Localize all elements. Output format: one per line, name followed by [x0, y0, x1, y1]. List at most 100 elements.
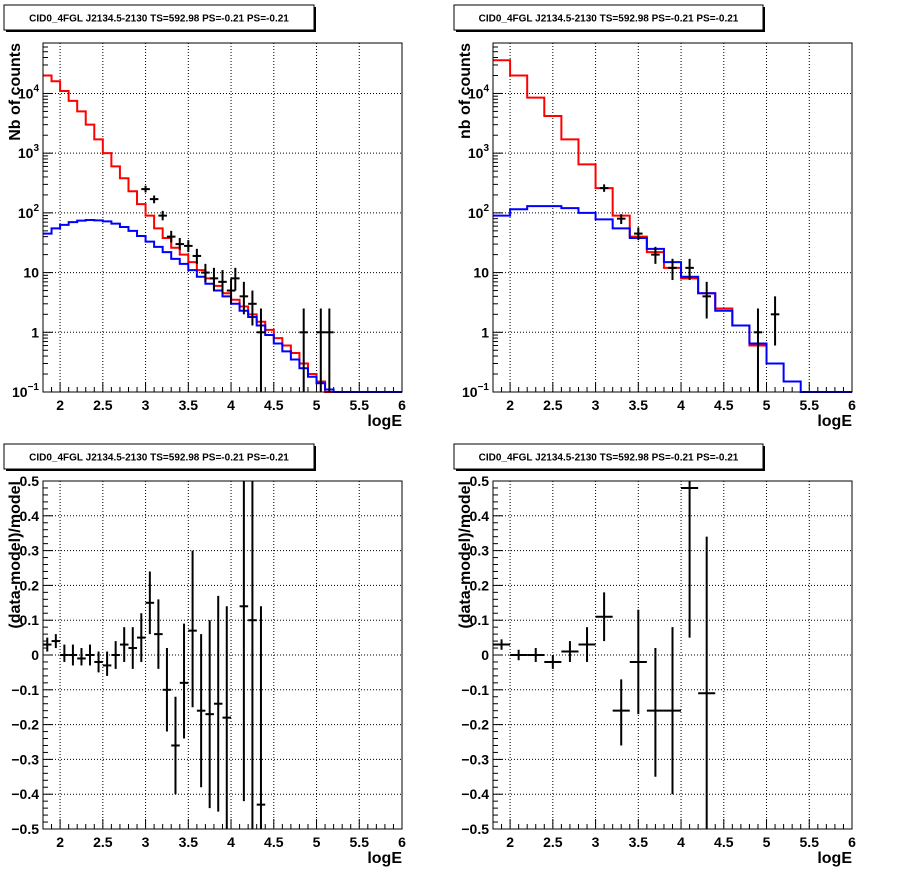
y-tick-label-base: 0.4	[20, 508, 40, 524]
data-point	[595, 592, 613, 642]
data-point	[231, 267, 240, 291]
x-tick-label: 5.5	[800, 834, 820, 850]
x-tick-label: 6	[848, 397, 856, 413]
x-axis-label: logE	[367, 413, 402, 430]
x-tick-label: 5.5	[350, 397, 370, 413]
y-tick-label-base: 1	[481, 324, 489, 340]
data-point	[145, 571, 155, 635]
data-point	[222, 606, 232, 829]
y-tick-label-base: 10	[468, 85, 484, 101]
y-tick-label-base: −0.5	[11, 821, 39, 837]
data-point	[651, 246, 660, 264]
y-tick-label-exponent: −1	[28, 382, 40, 393]
data-point	[162, 648, 172, 732]
x-tick-label: 3.5	[629, 834, 649, 850]
y-tick-label: 0.2	[20, 577, 40, 593]
x-tick-label: 5	[313, 397, 321, 413]
x-tick-label: 4.5	[264, 397, 284, 413]
y-tick-label-base: 0.5	[470, 473, 490, 489]
plot-frame	[42, 42, 403, 393]
y-tick-label-base: 0	[481, 647, 489, 663]
y-tick-label: −0.3	[11, 751, 39, 767]
data-point	[612, 679, 630, 746]
axis-ticks	[42, 480, 403, 830]
data-point	[698, 536, 716, 829]
y-tick-label: 1	[481, 324, 489, 340]
y-tick-label: 0.1	[470, 612, 490, 628]
data-point	[137, 613, 146, 662]
y-tick-label-exponent: 4	[33, 83, 39, 94]
data-point	[51, 634, 61, 649]
data-point	[256, 308, 266, 392]
data-point	[85, 644, 95, 666]
x-tick-label: 4.5	[264, 834, 284, 850]
axis-ticks	[492, 42, 853, 393]
data-point	[68, 644, 78, 666]
y-tick-label: 103	[18, 143, 40, 161]
x-tick-label: 3	[592, 834, 600, 850]
x-tick-label: 4.5	[714, 834, 734, 850]
histogram-series-0	[493, 59, 767, 347]
y-tick-label: −0.1	[461, 682, 489, 698]
y-axis-label: nb of counts	[457, 43, 474, 139]
chart-title: CID0_4FGL J2134.5-2130 TS=592.98 PS=-0.2…	[479, 453, 739, 464]
y-tick-label: 0.4	[20, 508, 40, 524]
y-tick-label: −0.5	[11, 821, 39, 837]
data-point	[629, 609, 647, 715]
data-point	[527, 648, 545, 662]
data-points	[599, 184, 780, 392]
plot-frame	[492, 480, 853, 830]
y-tick-label-base: 10	[12, 384, 28, 400]
data-point	[218, 270, 227, 294]
y-tick-label-base: 0.2	[20, 577, 40, 593]
y-tick-label-base: −0.5	[461, 821, 489, 837]
data-point	[544, 655, 562, 669]
data-points	[141, 185, 334, 392]
histogram-series-1	[493, 205, 852, 393]
y-tick-label-base: −0.1	[461, 682, 489, 698]
x-tick-label: 5	[763, 834, 771, 850]
data-point	[663, 627, 682, 795]
x-tick-label: 2	[56, 834, 64, 850]
y-tick-label-base: 0.2	[470, 577, 490, 593]
y-axis-label: (data-model)/model	[7, 481, 24, 629]
x-tick-label: 6	[398, 834, 406, 850]
y-tick-label: 0	[481, 647, 489, 663]
data-point	[510, 649, 528, 661]
y-tick-label-base: 10	[462, 384, 478, 400]
y-tick-label-base: 10	[18, 205, 34, 221]
y-tick-label-base: 10	[473, 265, 489, 281]
y-tick-label-base: −0.4	[461, 786, 489, 802]
x-tick-label: 2.5	[93, 834, 113, 850]
data-point	[316, 308, 326, 392]
data-points	[493, 481, 716, 829]
data-point	[578, 627, 596, 662]
y-axis-label: Nb of counts	[7, 43, 24, 141]
data-points	[43, 481, 266, 829]
histogram-series-0	[43, 74, 334, 393]
x-tick-label: 2.5	[543, 397, 563, 413]
y-tick-label-base: 10	[18, 85, 34, 101]
y-tick-label: −0.1	[11, 682, 39, 698]
data-point	[205, 620, 214, 809]
x-tick-label: 3	[592, 397, 600, 413]
data-point	[192, 248, 202, 264]
chart-title: CID0_4FGL J2134.5-2130 TS=592.98 PS=-0.2…	[479, 14, 739, 25]
y-tick-label-base: 0.3	[470, 543, 490, 559]
data-point	[599, 184, 609, 192]
x-tick-label: 5.5	[350, 834, 370, 850]
data-point	[166, 230, 176, 243]
data-point	[226, 278, 236, 304]
x-tick-label: 4	[677, 397, 685, 413]
y-tick-label-base: 0.3	[20, 543, 40, 559]
title-box	[3, 443, 315, 470]
data-point	[158, 210, 167, 221]
y-tick-label-exponent: 3	[33, 143, 39, 154]
grid	[43, 43, 402, 392]
histogram-series-1	[43, 218, 402, 393]
data-point	[561, 641, 579, 662]
data-point	[668, 258, 677, 281]
data-point	[119, 627, 129, 662]
data-point	[201, 263, 210, 282]
